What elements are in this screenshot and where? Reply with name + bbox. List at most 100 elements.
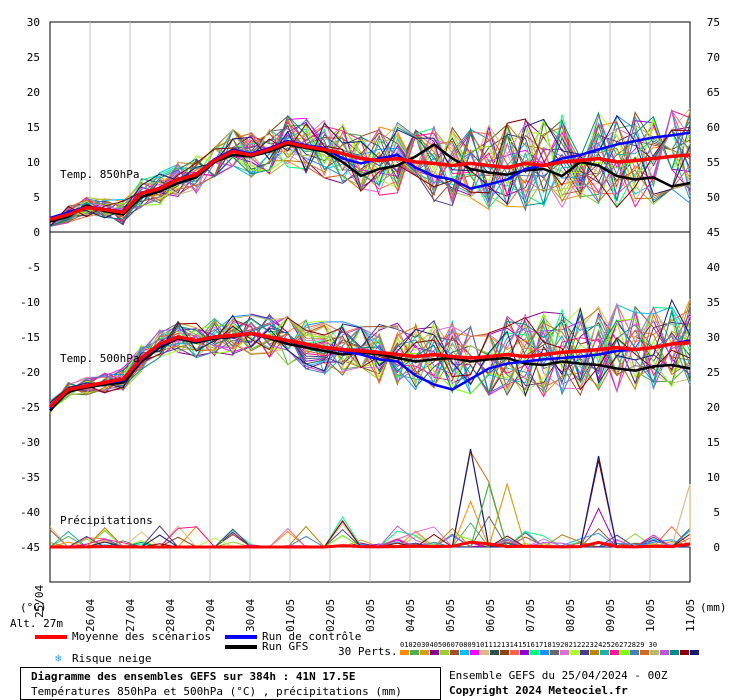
left-tick-label: 0 xyxy=(33,226,40,239)
pert-swatch xyxy=(530,650,539,655)
x-tick-date: 06/05 xyxy=(484,599,497,632)
x-tick-date: 27/04 xyxy=(124,599,137,632)
left-tick-label: 15 xyxy=(27,121,40,134)
left-tick-label: -20 xyxy=(20,366,40,379)
snowflake-icon: ❄ xyxy=(55,652,62,665)
pert-swatch xyxy=(470,650,479,655)
chart-grid xyxy=(49,21,691,583)
pert-swatch xyxy=(400,650,409,655)
left-tick-label: -15 xyxy=(20,331,40,344)
right-tick-label: 40 xyxy=(707,261,720,274)
right-tick-label: 55 xyxy=(707,156,720,169)
left-tick-label: 25 xyxy=(27,51,40,64)
pert-swatch xyxy=(690,650,699,655)
pert-swatch xyxy=(570,650,579,655)
pert-500-line xyxy=(49,306,691,405)
precip-spike xyxy=(469,481,508,548)
right-tick-label: 75 xyxy=(707,16,720,29)
pert-850-line xyxy=(49,110,691,227)
left-tick-label: -30 xyxy=(20,436,40,449)
right-tick-label: 15 xyxy=(707,436,720,449)
chart-subtitle: Températures 850hPa et 500hPa (°C) , pré… xyxy=(31,685,402,698)
x-tick-date: 04/05 xyxy=(404,599,417,632)
left-tick-label: -10 xyxy=(20,296,40,309)
legend-gfs-label: Run GFS xyxy=(262,640,309,653)
pert-swatch xyxy=(500,650,509,655)
pert-swatch xyxy=(520,650,529,655)
pert-swatch xyxy=(680,650,689,655)
mean-precip-line xyxy=(50,540,691,549)
pert-swatch xyxy=(640,650,649,655)
pert-swatch xyxy=(580,650,589,655)
right-tick-label: 35 xyxy=(707,296,720,309)
pert-swatch xyxy=(490,650,499,655)
x-axis-date-ticks: 26/04 27/04 28/04 29/04 30/04 01/05 02/05 03/05… xyxy=(84,599,697,632)
x-tick-date: 28/04 xyxy=(164,599,177,632)
right-tick-label: 30 xyxy=(707,331,720,344)
pert-500-line xyxy=(49,316,691,408)
main-series-lines xyxy=(48,131,691,549)
left-tick-label: -25 xyxy=(20,401,40,414)
left-tick-label: 10 xyxy=(27,156,40,169)
pert-swatch xyxy=(480,650,489,655)
x-tick-first-date: 25/04 xyxy=(33,585,46,618)
x-tick-date: 03/05 xyxy=(364,599,377,632)
left-tick-label: 5 xyxy=(33,191,40,204)
left-tick-label: 20 xyxy=(27,86,40,99)
left-tick-label: -5 xyxy=(27,261,40,274)
pert-850-line xyxy=(49,117,691,227)
left-tick-label: -45 xyxy=(20,541,40,554)
annotation-t850: Temp. 850hPa xyxy=(60,168,139,181)
pert-500-line xyxy=(49,298,691,404)
right-tick-label: 50 xyxy=(707,191,720,204)
pert-swatch xyxy=(430,650,439,655)
pert-swatch xyxy=(540,650,549,655)
legend-pert-swatches xyxy=(400,650,700,655)
right-tick-label: 70 xyxy=(707,51,720,64)
pert-swatch xyxy=(610,650,619,655)
pert-swatch xyxy=(440,650,449,655)
legend-control-swatch xyxy=(225,635,257,639)
pert-swatch xyxy=(590,650,599,655)
legend-snow-label: Risque neige xyxy=(72,652,152,665)
precip-spike xyxy=(451,448,490,548)
chart-title: Diagramme des ensembles GEFS sur 384h : … xyxy=(31,670,356,683)
x-tick-date: 02/05 xyxy=(324,599,337,632)
right-tick-label: 45 xyxy=(707,226,720,239)
precip-spike xyxy=(488,481,527,548)
x-tick-date: 29/04 xyxy=(204,599,217,632)
left-axis-ticks: 30 25 20 15 10 5 0 -5 -10 -15 -20 -25 -30 -35 -40 -45 xyxy=(20,16,40,554)
x-tick-date: 26/04 xyxy=(84,599,97,632)
precip-spike xyxy=(671,483,691,548)
pert-swatch xyxy=(650,650,659,655)
x-tick-date: 08/05 xyxy=(564,599,577,632)
pert-850-line xyxy=(49,111,691,227)
x-tick-date: 11/05 xyxy=(684,599,697,632)
left-axis-unit: (°C) xyxy=(20,601,47,614)
pert-swatch xyxy=(460,650,469,655)
x-tick-date: 05/05 xyxy=(444,599,457,632)
mean-850-line xyxy=(49,140,691,222)
legend-gfs-swatch xyxy=(225,645,257,649)
copyright-label: Copyright 2024 Meteociel.fr xyxy=(449,684,628,697)
gfs-850-line xyxy=(49,142,691,223)
chart-title-box: Diagramme des ensembles GEFS sur 384h : … xyxy=(20,667,441,700)
pert-850-line xyxy=(49,122,691,227)
annotation-t500: Temp. 500hPa xyxy=(60,352,139,365)
precip-spike xyxy=(579,455,618,548)
legend-mean-label: Moyenne des scénarios xyxy=(72,630,212,643)
pert-swatch xyxy=(660,650,669,655)
mean-500-line xyxy=(48,331,691,409)
pert-swatch xyxy=(560,650,569,655)
right-tick-label: 65 xyxy=(707,86,720,99)
legend-pert-numbers: 0102030405060708091011121314151617181920… xyxy=(400,641,658,649)
legend-perts-label: 30 Perts. xyxy=(338,645,398,658)
x-tick-date: 30/04 xyxy=(244,599,257,632)
right-axis-unit: (mm) xyxy=(700,601,727,614)
x-tick-date: 09/05 xyxy=(604,599,617,632)
pert-850-line xyxy=(49,120,691,227)
annotation-precip: Précipitations xyxy=(60,514,153,527)
pert-swatch xyxy=(420,650,429,655)
